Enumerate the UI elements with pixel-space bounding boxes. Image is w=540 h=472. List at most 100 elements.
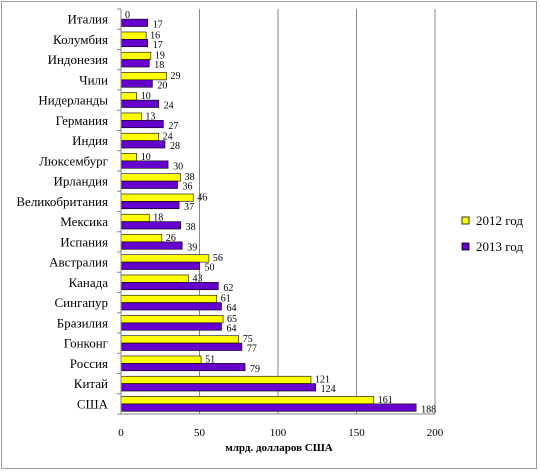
data-label-2013: 62 — [223, 283, 233, 294]
bar-2012 — [120, 274, 189, 283]
data-label-2012: 75 — [243, 334, 253, 345]
data-labels: 0171617191829201024132724281030383646371… — [125, 10, 436, 415]
data-label-2012: 10 — [141, 152, 151, 163]
category-label: Бразилия — [57, 315, 108, 330]
x-axis-title: млрд. долларов США — [225, 442, 333, 454]
data-label-2012: 121 — [315, 375, 330, 386]
data-label-2012: 161 — [378, 395, 393, 406]
category-label: Ирландия — [54, 174, 109, 189]
legend: 2012 год 2013 год — [461, 213, 523, 254]
bar-2013 — [120, 39, 148, 48]
data-label-2013: 38 — [186, 222, 196, 233]
category-label: Италия — [67, 12, 108, 27]
data-label-2012: 24 — [163, 132, 173, 143]
bar-2013 — [120, 302, 222, 311]
bar-2012 — [120, 335, 240, 344]
data-label-2013: 37 — [184, 202, 194, 213]
gridlines — [199, 9, 436, 414]
bar-2012 — [120, 213, 150, 222]
data-label-2013: 79 — [250, 364, 260, 375]
data-label-2013: 124 — [321, 384, 336, 395]
data-label-2012: 0 — [125, 10, 130, 21]
data-label-2013: 28 — [170, 141, 180, 152]
bar-2013 — [120, 140, 166, 149]
bar-2012 — [120, 294, 218, 303]
category-label: Колумбия — [53, 32, 108, 47]
category-label: Германия — [56, 113, 108, 128]
data-label-2012: 46 — [197, 192, 207, 203]
bar-2012 — [120, 234, 163, 243]
x-tick-label: 200 — [427, 427, 444, 439]
data-label-2013: 64 — [226, 303, 236, 314]
data-label-2013: 188 — [421, 404, 436, 415]
data-label-2012: 38 — [185, 172, 195, 183]
category-label: Сингапур — [55, 295, 108, 310]
bar-2012 — [120, 193, 194, 202]
bar-2012 — [120, 355, 202, 364]
bar-2012 — [120, 31, 147, 40]
x-tick-label: 0 — [118, 427, 124, 439]
bar-2012 — [120, 51, 152, 60]
bar-2013 — [120, 180, 178, 189]
data-label-2013: 20 — [157, 80, 167, 91]
category-label: Нидерланды — [38, 93, 108, 108]
bar-2012 — [120, 254, 210, 263]
category-label: Канада — [69, 275, 109, 290]
bar-2013 — [120, 120, 164, 129]
category-label: Великобритания — [16, 194, 108, 209]
data-label-2013: 50 — [205, 263, 215, 274]
data-label-2013: 24 — [164, 101, 174, 112]
x-tick-labels: 0 50 100 150 200 — [118, 427, 444, 439]
x-tick-label: 150 — [348, 427, 365, 439]
category-label: Люксембург — [39, 153, 108, 168]
bar-2013 — [120, 59, 150, 68]
data-label-2013: 17 — [153, 40, 163, 51]
bar-2012 — [120, 132, 159, 141]
bars — [120, 18, 417, 412]
category-labels: Италия Колумбия Индонезия Чили Нидерланды Гер… — [16, 12, 108, 412]
data-label-2013: 18 — [154, 60, 164, 71]
bar-2013 — [120, 282, 219, 291]
category-label: Индонезия — [48, 52, 108, 67]
bar-2013 — [120, 322, 222, 331]
x-tick-label: 100 — [270, 427, 287, 439]
data-label-2013: 30 — [173, 161, 183, 172]
data-label-2012: 10 — [141, 91, 151, 102]
data-label-2012: 13 — [145, 111, 155, 122]
bar-2013 — [120, 403, 417, 412]
bar-2012 — [120, 112, 142, 121]
category-label: Австралия — [49, 255, 108, 270]
data-label-2012: 43 — [193, 273, 203, 284]
bar-2013 — [120, 79, 153, 88]
data-label-2012: 61 — [221, 294, 231, 305]
data-label-2012: 18 — [153, 213, 163, 224]
bar-2012 — [120, 315, 224, 324]
bar-2012 — [120, 153, 137, 162]
data-label-2013: 77 — [247, 344, 257, 355]
bar-2012 — [120, 173, 181, 182]
data-label-2013: 64 — [226, 323, 236, 334]
axes — [117, 8, 435, 415]
bar-2012 — [120, 72, 167, 81]
data-label-2012: 29 — [171, 71, 181, 82]
bar-2012 — [120, 92, 137, 101]
category-label: Мексика — [60, 214, 108, 229]
category-label: Испания — [60, 234, 108, 249]
bar-2013 — [120, 221, 181, 230]
data-label-2012: 26 — [166, 233, 176, 244]
category-label: Китай — [74, 376, 108, 391]
data-label-2012: 65 — [227, 314, 237, 325]
data-label-2013: 27 — [168, 121, 178, 132]
category-label: США — [77, 396, 109, 411]
data-label-2013: 39 — [187, 242, 197, 253]
bar-2013 — [120, 201, 180, 210]
data-label-2012: 56 — [213, 253, 223, 264]
legend-label-2013: 2013 год — [476, 239, 523, 254]
data-label-2012: 19 — [155, 51, 165, 62]
bar-2012 — [120, 396, 375, 405]
data-label-2012: 16 — [150, 30, 160, 41]
legend-swatch-2012 — [461, 216, 470, 225]
bar-2012 — [120, 375, 312, 384]
category-label: Россия — [70, 356, 108, 371]
